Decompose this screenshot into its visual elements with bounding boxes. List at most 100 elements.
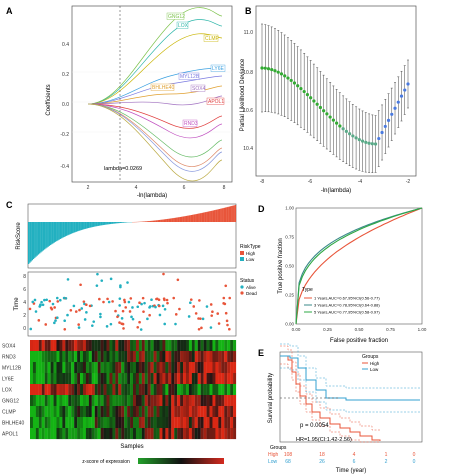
panel-c-time-point [45, 298, 48, 302]
panel-c-heatmap-cell [206, 417, 210, 429]
panel-c-heatmap-cell [112, 362, 116, 374]
panel-e-letter: E [258, 348, 264, 358]
panel-c-heatmap-cell [177, 428, 181, 440]
panel-c-heatmap-cell [77, 384, 81, 396]
panel-e-hr: HR=1.95(CI:1.42-2.56) [296, 437, 352, 443]
panel-c-heatmap-cell [35, 351, 39, 363]
panel-c-risk-bar [212, 210, 215, 222]
panel-c-heatmap-cell [127, 428, 131, 440]
panel-c-heatmap-cell [71, 340, 75, 352]
panel-c-risk-bar [28, 222, 30, 264]
panel-c-heatmap-cell [118, 428, 122, 440]
panel-c-heatmap-cell [71, 428, 75, 440]
panel-b-point [360, 139, 365, 143]
panel-b-point [299, 86, 303, 91]
panel-c-heatmap-cell [221, 384, 225, 396]
panel-c-heatmap-cell [177, 395, 181, 407]
panel-c-time-point [37, 319, 41, 322]
panel-a-gene-label-box [190, 84, 206, 92]
panel-c-heatmap-cell [218, 417, 222, 429]
panel-c-heatmap-cell [106, 395, 110, 407]
panel-c-time-point [129, 297, 133, 300]
panel-c-time-point [189, 301, 192, 305]
panel-b-point [331, 118, 335, 122]
panel-e-risk-value: 68 [285, 459, 291, 465]
panel-c-heatmap-cell [94, 406, 98, 418]
panel-a-coef-path [87, 103, 223, 182]
panel-c-time-point [131, 306, 134, 309]
panel-c-heatmap-cell [185, 428, 190, 440]
panel-c-heatmap-cell [59, 428, 63, 440]
panel-c-heatmap-cell [159, 395, 163, 407]
panel-c-heatmap-cell [227, 373, 231, 385]
panel-c-heatmap-cell [209, 395, 213, 407]
panel-c-heatmap-cell [103, 362, 107, 374]
panel-c-heatmap-cell [71, 384, 75, 396]
panel-c-time-ytick: 6 [23, 287, 26, 293]
panel-c-heatmap-cell [130, 384, 134, 396]
panel-c-heatmap-cell [135, 428, 139, 440]
panel-c-heatmap-cell [80, 417, 84, 429]
panel-c-time-point [53, 321, 56, 325]
panel-e-risk-value: 0 [413, 452, 416, 458]
panel-c-heatmap-cell [174, 417, 178, 429]
panel-c-heatmap-cell [171, 351, 175, 363]
panel-d-ytick: 0.75 [285, 235, 294, 240]
panel-a-gene-label-box [182, 119, 198, 127]
panel-c-time-point [157, 304, 161, 308]
panel-b-ytick: 11.0 [244, 30, 254, 36]
panel-c-heatmap-gene-label: APOL1 [2, 432, 18, 438]
panel-e-risk-value: 6 [353, 459, 356, 465]
panel-c-time-point [63, 319, 66, 323]
panel-d-ytick: 0.00 [285, 322, 294, 327]
panel-c-heatmap-cell [50, 406, 54, 418]
panel-c-heatmap-cell [65, 417, 69, 429]
panel-c-heatmap-cell [168, 362, 172, 374]
panel-c-heatmap-cell [188, 406, 192, 418]
panel-c-risk-bar [173, 217, 175, 222]
panel-c-heatmap-cell [168, 340, 172, 352]
panel-c-heatmap-cell [41, 351, 45, 363]
panel-c-heatmap-cell [183, 428, 187, 440]
panel-c-heatmap-cell [215, 406, 219, 418]
panel-c-heatmap-cell [59, 395, 63, 407]
panel-c-risk-bar [31, 222, 33, 261]
panel-c-heatmap-cell [165, 362, 169, 374]
panel-c-time-point [172, 296, 176, 300]
panel-c-heatmap-cell [141, 395, 145, 407]
panel-b-point [296, 84, 300, 88]
panel-c-heatmap-cell [133, 395, 137, 407]
panel-c-risk-bar [205, 212, 207, 222]
panel-a-gene-label: LY6E [212, 66, 225, 72]
panel-c-heatmap-cell [68, 373, 72, 385]
panel-c-heatmap-cell [203, 417, 207, 429]
panel-c-heatmap-cell [53, 351, 57, 363]
panel-c-time-point [201, 317, 205, 321]
panel-c-heatmap-cell [133, 406, 137, 418]
panel-c-heatmap-cell [94, 340, 98, 352]
panel-c-heatmap-cell [47, 351, 51, 363]
panel-c-heatmap-cell [127, 406, 131, 418]
panel-c-heatmap-cell [191, 362, 195, 374]
panel-c-risk-bar [70, 222, 73, 234]
panel-c-risk-bar [118, 222, 120, 224]
panel-c-heatmap-cell [77, 340, 81, 352]
panel-c-heatmap-cell [230, 417, 234, 429]
panel-d-xtick: 0.25 [323, 327, 332, 332]
panel-c-heatmap-cell [127, 351, 131, 363]
panel-c-heatmap-cell [121, 351, 125, 363]
panel-c-heatmap-cell [106, 406, 110, 418]
panel-c-heatmap-cell [165, 428, 169, 440]
panel-c-heatmap-cell [218, 406, 222, 418]
panel-c-risk-bar [42, 222, 45, 251]
panel-c-heatmap-cell [200, 340, 204, 352]
panel-b-point [383, 124, 387, 129]
panel-c-heatmap-cell [91, 362, 95, 374]
panel-e-legend-title: Groups [362, 354, 379, 360]
panel-c-risk-bar [48, 222, 51, 246]
panel-c-heatmap-cell [183, 362, 187, 374]
panel-c-heatmap-cell [106, 351, 110, 363]
panel-c-heatmap-cell [180, 373, 184, 385]
panel-b-point [273, 69, 277, 73]
panel-c-heatmap-cell [174, 351, 178, 363]
